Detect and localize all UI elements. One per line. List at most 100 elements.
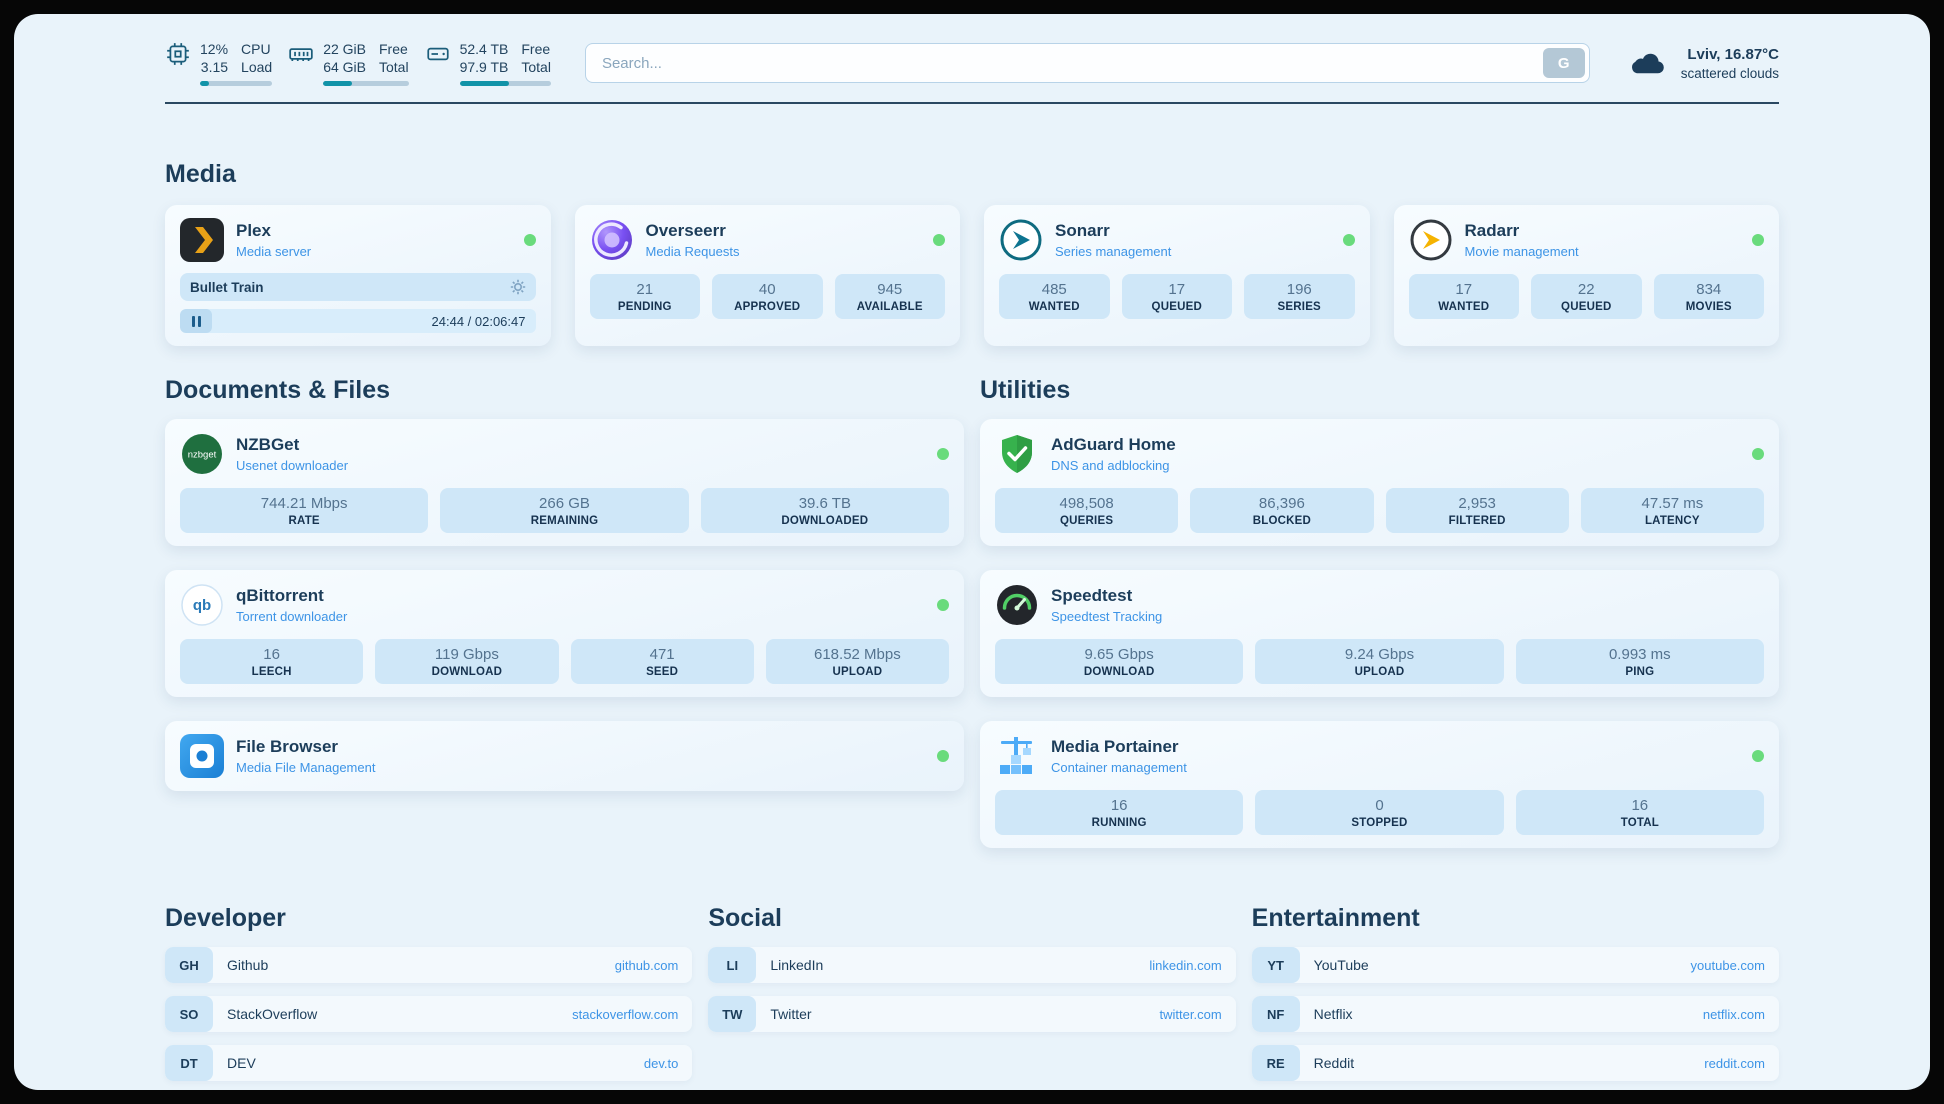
cpu-usage-value: 12% xyxy=(200,41,229,57)
bookmark-url[interactable]: github.com xyxy=(614,957,679,973)
app-name: NZBGet xyxy=(236,435,300,455)
plex-icon xyxy=(180,218,224,263)
ram-progress-bar xyxy=(323,81,409,87)
plex-card[interactable]: Plex Media server Bullet Train xyxy=(165,205,551,347)
bookmark-abbr: TW xyxy=(708,996,757,1033)
settings-gear-icon[interactable] xyxy=(510,279,526,295)
cpu-progress-bar xyxy=(200,81,273,87)
stat-queries: 498,508 QUERIES xyxy=(995,488,1179,534)
stat-label: UPLOAD xyxy=(832,666,883,679)
system-metrics: 12% 3.15 CPU Load xyxy=(165,40,551,87)
stat-value: 21 xyxy=(636,281,654,299)
search-input[interactable] xyxy=(584,43,1590,84)
speedtest-card[interactable]: Speedtest Speedtest Tracking 9.65 Gbps D… xyxy=(980,570,1779,698)
bookmark-url[interactable]: stackoverflow.com xyxy=(572,1006,679,1022)
bookmark-url[interactable]: dev.to xyxy=(643,1055,679,1071)
stat-download: 119 Gbps DOWNLOAD xyxy=(375,639,559,685)
bookmark-abbr: GH xyxy=(165,947,213,984)
app-subtitle: Speedtest Tracking xyxy=(1051,609,1163,625)
overseerr-card[interactable]: Overseerr Media Requests 21 PENDING 40 A… xyxy=(574,205,960,347)
bookmark-name: Twitter xyxy=(770,1006,812,1023)
bookmark-name: Netflix xyxy=(1313,1006,1353,1023)
dashboard-page: 12% 3.15 CPU Load xyxy=(14,14,1930,1090)
stat-value: 485 xyxy=(1041,281,1067,299)
cpu-load-label: Load xyxy=(241,59,273,76)
ram-total-value: 64 GiB xyxy=(323,59,366,76)
bookmark-linkedin[interactable]: LI LinkedIn linkedin.com xyxy=(708,947,1236,984)
disk-progress-fill xyxy=(459,81,509,87)
stat-label: TOTAL xyxy=(1620,817,1659,830)
adguard-card[interactable]: AdGuard Home DNS and adblocking 498,508 … xyxy=(980,419,1779,547)
bookmark-netflix[interactable]: NF Netflix netflix.com xyxy=(1251,996,1779,1033)
stat-value: 196 xyxy=(1286,281,1312,299)
bookmark-url[interactable]: youtube.com xyxy=(1690,957,1765,973)
stat-value: 744.21 Mbps xyxy=(260,495,348,513)
utilities-column: Utilities AdGuard Home xyxy=(980,376,1779,849)
status-dot xyxy=(523,234,536,247)
section-title-media: Media xyxy=(165,160,236,189)
app-name: qBittorrent xyxy=(236,586,324,606)
stat-label: LATENCY xyxy=(1644,515,1700,528)
stat-label: UPLOAD xyxy=(1354,666,1405,679)
stat-remaining: 266 GB REMAINING xyxy=(440,488,689,534)
stat-label: LEECH xyxy=(251,666,292,679)
stat-value: 9.65 Gbps xyxy=(1084,646,1154,664)
portainer-crane-icon xyxy=(995,734,1039,778)
now-playing-title: Bullet Train xyxy=(190,279,264,295)
status-dot xyxy=(1752,448,1764,461)
search-engine-button[interactable]: G xyxy=(1542,48,1585,79)
section-title-documents: Documents & Files xyxy=(165,376,391,405)
disk-total-value: 97.9 TB xyxy=(459,59,509,76)
bookmark-url[interactable]: twitter.com xyxy=(1159,1006,1222,1022)
ram-free-value: 22 GiB xyxy=(323,41,366,57)
stat-label: AVAILABLE xyxy=(856,301,923,314)
filebrowser-card[interactable]: File Browser Media File Management xyxy=(165,721,964,792)
bookmark-reddit[interactable]: RE Reddit reddit.com xyxy=(1251,1045,1779,1082)
stat-stopped: 0 STOPPED xyxy=(1255,790,1504,836)
app-name: Overseerr xyxy=(645,221,726,241)
portainer-card[interactable]: Media Portainer Container management 16 … xyxy=(980,721,1779,849)
sonarr-card[interactable]: Sonarr Series management 485 WANTED 17 Q… xyxy=(984,205,1370,347)
cpu-chip-icon xyxy=(165,41,191,72)
playback-bar[interactable]: 24:44 / 02:06:47 xyxy=(180,309,536,334)
app-subtitle: Media Requests xyxy=(645,244,740,260)
stat-value: 2,953 xyxy=(1458,495,1496,513)
stat-available: 945 AVAILABLE xyxy=(834,274,945,320)
disk-metric-body: 52.4 TB 97.9 TB Free Total xyxy=(459,40,551,87)
stat-movies: 834 MOVIES xyxy=(1653,274,1764,320)
app-subtitle: Usenet downloader xyxy=(236,458,349,474)
bookmarks-social: Social LI LinkedIn linkedin.com TW Twitt… xyxy=(708,904,1236,1081)
bookmark-stackoverflow[interactable]: SO StackOverflow stackoverflow.com xyxy=(165,996,693,1033)
bookmark-url[interactable]: linkedin.com xyxy=(1149,957,1222,973)
bookmark-abbr: DT xyxy=(165,1045,213,1082)
bookmark-dev[interactable]: DT DEV dev.to xyxy=(165,1045,693,1082)
ram-metric: 22 GiB 64 GiB Free Total xyxy=(288,40,409,87)
bookmark-url[interactable]: netflix.com xyxy=(1702,1006,1765,1022)
radarr-card[interactable]: Radarr Movie management 17 WANTED 22 QUE… xyxy=(1393,205,1779,347)
bookmark-url[interactable]: reddit.com xyxy=(1704,1055,1765,1071)
app-subtitle: Media File Management xyxy=(236,760,376,776)
stat-label: QUEUED xyxy=(1561,301,1612,314)
qbittorrent-card[interactable]: qb qBittorrent Torrent downloader 16 LEE… xyxy=(165,570,964,698)
ram-progress-fill xyxy=(323,81,353,87)
bookmark-name: YouTube xyxy=(1313,957,1369,974)
app-subtitle: Media server xyxy=(236,244,312,260)
status-dot xyxy=(937,599,949,612)
bookmark-twitter[interactable]: TW Twitter twitter.com xyxy=(708,996,1236,1033)
app-name: Media Portainer xyxy=(1051,737,1179,757)
cpu-progress-fill xyxy=(200,81,209,87)
stat-value: 498,508 xyxy=(1059,495,1114,513)
bookmark-github[interactable]: GH Github github.com xyxy=(165,947,693,984)
stat-rate: 744.21 Mbps RATE xyxy=(180,488,429,534)
cpu-metric-body: 12% 3.15 CPU Load xyxy=(200,40,273,87)
nzbget-card[interactable]: nzbget NZBGet Usenet downloader 744.21 M… xyxy=(165,419,964,547)
bookmark-youtube[interactable]: YT YouTube youtube.com xyxy=(1251,947,1779,984)
stat-approved: 40 APPROVED xyxy=(712,274,823,320)
status-dot xyxy=(937,448,949,461)
stat-label: DOWNLOAD xyxy=(431,666,503,679)
bookmark-abbr: LI xyxy=(708,947,757,984)
pause-icon[interactable] xyxy=(180,309,212,334)
stat-running: 16 RUNNING xyxy=(995,790,1244,836)
stat-label: WANTED xyxy=(1028,301,1080,314)
stat-label: WANTED xyxy=(1438,301,1490,314)
